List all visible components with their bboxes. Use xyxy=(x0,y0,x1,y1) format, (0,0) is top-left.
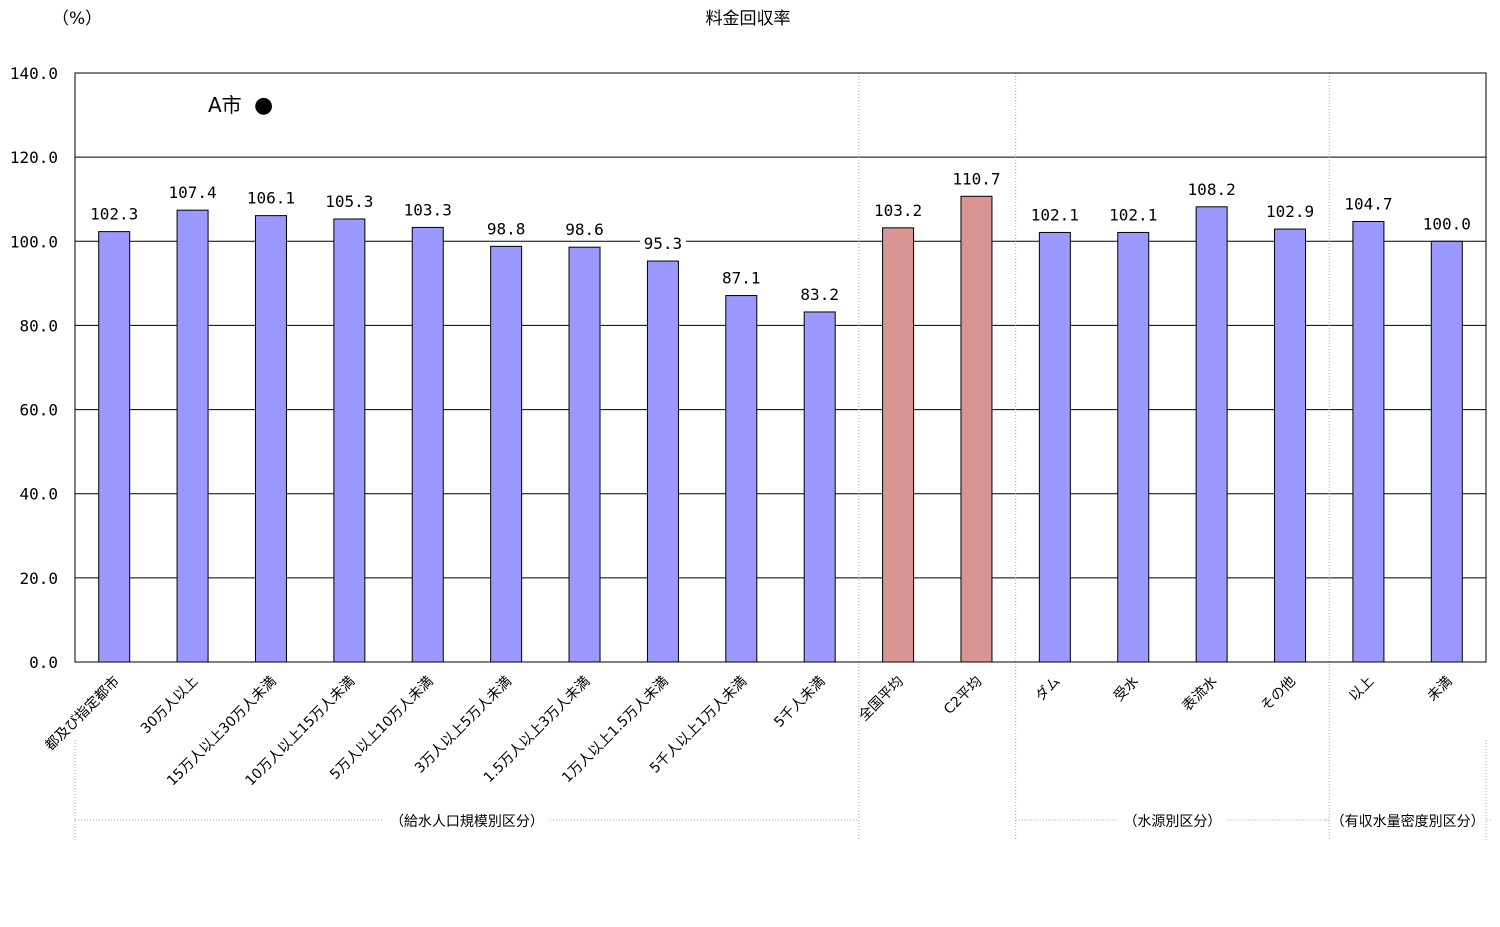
bar xyxy=(646,260,679,663)
group-label: （水源別区分） xyxy=(1123,814,1221,830)
y-tick-label: 80.0 xyxy=(19,316,58,335)
category-label: 以上 xyxy=(1346,674,1377,705)
bar xyxy=(568,246,601,663)
bar xyxy=(882,227,915,663)
value-label-bg xyxy=(1262,200,1319,223)
value-label-bg xyxy=(399,198,456,221)
value-label: 83.2 xyxy=(800,285,839,304)
value-label: 87.1 xyxy=(722,269,761,288)
category-label: ダム xyxy=(1033,674,1064,705)
bar xyxy=(1430,240,1463,663)
value-label-bg xyxy=(483,217,530,240)
value-label-bg xyxy=(718,266,765,289)
category-labels: 都及び指定都市 30万人以上15万人以上30万人未満10万人以上15万人未満5万人… xyxy=(42,673,1456,789)
value-label-bg xyxy=(164,181,221,204)
y-tick-label: 100.0 xyxy=(10,232,58,251)
category-label: その他 xyxy=(1258,674,1299,715)
value-label-bg xyxy=(1026,203,1083,226)
unit-label: （%） xyxy=(52,9,102,29)
value-label: 100.0 xyxy=(1423,214,1471,233)
gridlines xyxy=(75,72,1486,663)
bar xyxy=(411,226,444,663)
value-label-bg xyxy=(1418,212,1475,235)
value-label-bg xyxy=(242,186,299,209)
value-label-bg xyxy=(1340,192,1397,215)
group-label: （給水人口規模別区分） xyxy=(390,814,544,830)
bars xyxy=(98,195,1463,663)
value-label: 106.1 xyxy=(247,189,295,208)
bar xyxy=(333,218,366,663)
value-label: 95.3 xyxy=(644,234,683,253)
bar xyxy=(254,215,287,663)
group-labels: （給水人口規模別区分） （水源別区分） （有収水量密度別区分） xyxy=(75,813,1491,830)
bar xyxy=(1117,231,1150,663)
bar xyxy=(1352,221,1385,663)
value-label-bg xyxy=(870,198,927,221)
value-label: 107.4 xyxy=(168,183,216,202)
chart-title: 料金回収率 xyxy=(706,9,791,29)
plot-frame xyxy=(74,72,1487,663)
bar xyxy=(98,231,131,663)
y-axis-ticks: 0.0 20.0 40.0 60.0 80.0 100.0 120.0 140.0 xyxy=(10,64,58,672)
value-label-bg xyxy=(561,218,608,241)
value-label: 103.2 xyxy=(874,201,922,220)
category-label: 5千人未満 xyxy=(771,674,828,731)
category-label: 未満 xyxy=(1425,674,1456,705)
value-label: 102.9 xyxy=(1266,202,1314,221)
bar xyxy=(960,195,993,663)
value-label: 102.1 xyxy=(1109,205,1157,224)
value-label-bg xyxy=(796,282,843,305)
value-label-bg xyxy=(321,189,378,212)
value-label: 103.3 xyxy=(404,200,452,219)
category-label: 表流水 xyxy=(1179,674,1220,715)
bar xyxy=(1274,228,1307,663)
annotation-text: A市 xyxy=(208,93,242,117)
category-label: 受水 xyxy=(1111,674,1142,705)
y-tick-label: 120.0 xyxy=(10,148,58,167)
value-label: 108.2 xyxy=(1188,180,1236,199)
value-label-bg xyxy=(86,202,143,225)
value-label-bg xyxy=(1183,177,1240,200)
bar xyxy=(1038,231,1071,663)
group-label: （有収水量密度別区分） xyxy=(1331,813,1485,830)
category-label: 全国平均 xyxy=(855,673,907,725)
y-tick-label: 60.0 xyxy=(19,401,58,420)
bar xyxy=(176,209,209,663)
bar xyxy=(803,311,836,663)
y-tick-label: 20.0 xyxy=(19,569,58,588)
value-label: 110.7 xyxy=(952,169,1000,188)
category-label: C2平均 xyxy=(941,674,985,718)
y-tick-label: 140.0 xyxy=(10,64,58,83)
group-separators xyxy=(74,73,1487,842)
annotation-marker: ● xyxy=(254,93,273,118)
value-label: 104.7 xyxy=(1344,195,1392,214)
y-tick-label: 0.0 xyxy=(29,653,58,672)
y-tick-label: 40.0 xyxy=(19,485,58,504)
value-label: 102.3 xyxy=(90,205,138,224)
category-label: 都及び指定都市 xyxy=(42,673,123,754)
bar xyxy=(1195,206,1228,663)
value-labels: 102.3 107.4 106.1 105.3 103.3 98.8 98.6 95.3 87.… xyxy=(86,167,1475,305)
category-label: 30万人以上 xyxy=(138,674,202,738)
annotation: A市 ● xyxy=(208,93,273,118)
value-label: 98.6 xyxy=(565,220,604,239)
value-label: 102.1 xyxy=(1031,205,1079,224)
bar xyxy=(725,295,758,663)
value-label: 105.3 xyxy=(325,192,373,211)
bar xyxy=(490,245,523,663)
value-label: 98.8 xyxy=(487,219,526,238)
value-label-bg xyxy=(1105,203,1162,226)
value-label-bg xyxy=(639,232,686,255)
value-label-bg xyxy=(948,167,1005,190)
